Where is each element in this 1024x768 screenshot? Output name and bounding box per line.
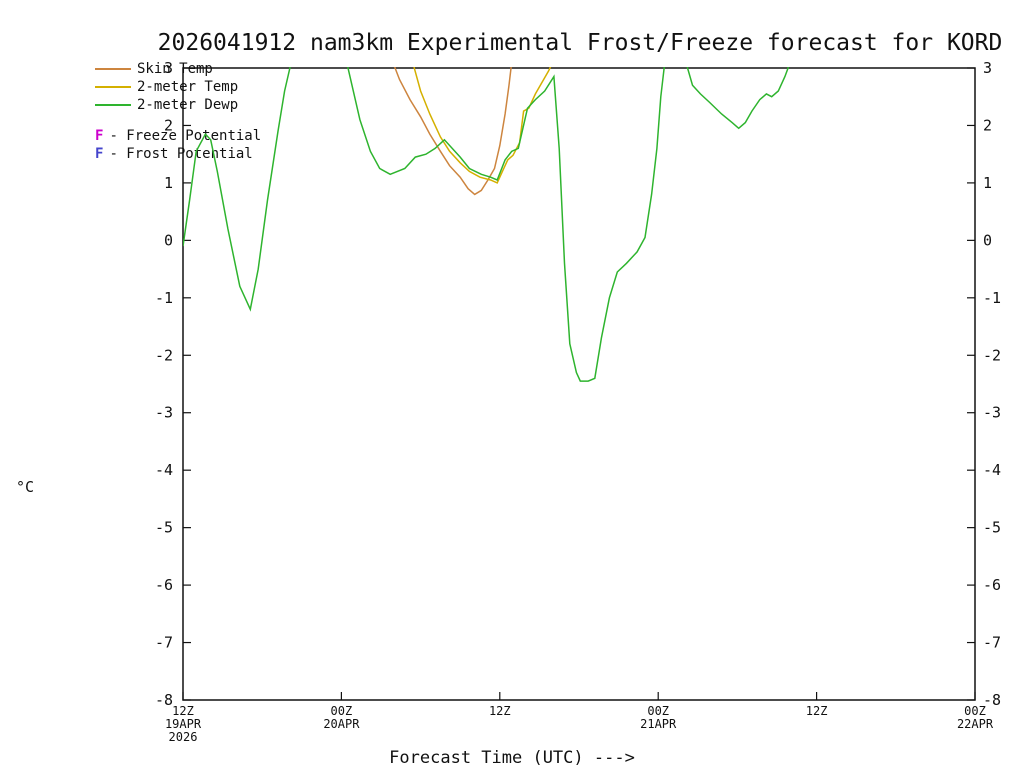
legend-item: Skin Temp <box>95 60 238 78</box>
y-tick-label-left: 3 <box>164 59 173 77</box>
potential-flag-label: - Freeze Potential <box>109 128 262 144</box>
y-tick-label-right: -7 <box>983 634 1001 652</box>
y-tick-label-left: -8 <box>155 691 173 709</box>
y-tick-label-right: -4 <box>983 461 1001 479</box>
y-tick-label-right: -5 <box>983 519 1001 537</box>
series-line-2-meter-temp <box>413 67 552 184</box>
potential-flag-letter: F <box>95 128 104 144</box>
legend-line-swatch <box>95 86 131 88</box>
y-tick-label-left: -1 <box>155 289 173 307</box>
legend-line-swatch <box>95 68 131 70</box>
series-line-2-meter-dewp <box>686 67 790 130</box>
x-tick-sublabel: 19APR <box>165 717 202 731</box>
y-tick-label-left: 2 <box>164 116 173 134</box>
y-tick-label-left: -4 <box>155 461 173 479</box>
legend-item: 2-meter Temp <box>95 78 238 96</box>
y-tick-label-left: -7 <box>155 634 173 652</box>
y-tick-label-left: 1 <box>164 174 173 192</box>
y-tick-label-right: -6 <box>983 576 1001 594</box>
y-tick-label-left: 0 <box>164 231 173 249</box>
y-tick-label-left: -5 <box>155 519 173 537</box>
x-tick-label: 00Z <box>331 704 353 718</box>
y-tick-label-right: 1 <box>983 174 992 192</box>
y-tick-label-left: -6 <box>155 576 173 594</box>
y-tick-label-right: -1 <box>983 289 1001 307</box>
plot-frame <box>182 67 976 701</box>
potential-legend-item: F - Freeze Potential <box>95 128 261 146</box>
legend-line-swatch <box>95 104 131 106</box>
x-tick-label: 12Z <box>172 704 194 718</box>
y-axis-label: °C <box>16 478 35 496</box>
x-tick-sublabel2: 2026 <box>169 730 198 744</box>
legend-item: 2-meter Dewp <box>95 96 238 114</box>
y-tick-label-left: -2 <box>155 346 173 364</box>
legend-label: Skin Temp <box>137 61 213 77</box>
series-line-skin-temp <box>393 67 512 196</box>
y-tick-label-right: 2 <box>983 116 992 134</box>
legend-label: 2-meter Dewp <box>137 97 239 113</box>
y-tick-label-right: -3 <box>983 404 1001 422</box>
series-line-2-meter-dewp <box>347 67 666 382</box>
potential-flag-letter: F <box>95 146 104 162</box>
series-line-2-meter-dewp <box>183 67 291 312</box>
x-tick-label: 12Z <box>489 704 511 718</box>
x-tick-sublabel: 22APR <box>957 717 994 731</box>
y-tick-label-right: 3 <box>983 59 992 77</box>
chart-title: 2026041912 nam3km Experimental Frost/Fre… <box>157 30 1003 56</box>
y-tick-label-left: -3 <box>155 404 173 422</box>
y-tick-label-right: 0 <box>983 231 992 249</box>
x-tick-sublabel: 21APR <box>640 717 677 731</box>
x-tick-label: 00Z <box>647 704 669 718</box>
x-axis-label: Forecast Time (UTC) ---> <box>389 748 635 768</box>
potential-legend-item: F - Frost Potential <box>95 146 261 164</box>
series-legend: Skin Temp 2-meter Temp 2-meter Dewp <box>95 60 238 114</box>
potential-flag-label: - Frost Potential <box>109 146 253 162</box>
x-tick-label: 12Z <box>806 704 828 718</box>
y-tick-label-right: -2 <box>983 346 1001 364</box>
x-tick-label: 00Z <box>964 704 986 718</box>
potential-legend: F - Freeze Potential F - Frost Potential <box>95 128 261 164</box>
x-tick-sublabel: 20APR <box>323 717 360 731</box>
legend-label: 2-meter Temp <box>137 79 239 95</box>
y-tick-label-right: -8 <box>983 691 1001 709</box>
